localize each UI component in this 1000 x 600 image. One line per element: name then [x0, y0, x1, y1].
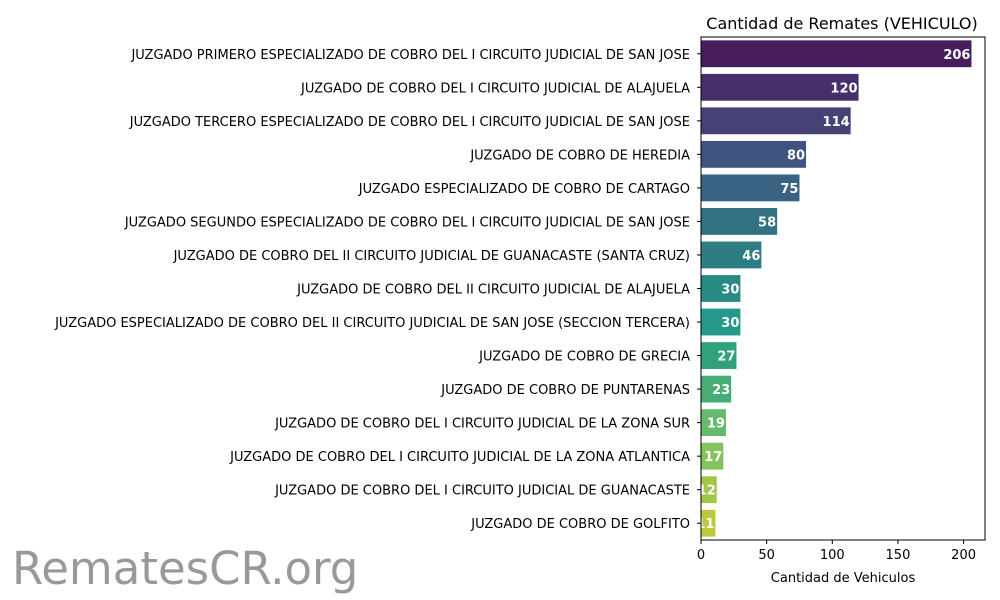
bar [701, 140, 807, 168]
y-tick-label: JUZGADO ESPECIALIZADO DE COBRO DE CARTAG… [358, 182, 690, 197]
bar [701, 275, 741, 302]
y-tick-label: JUZGADO SEGUNDO ESPECIALIZADO DE COBRO D… [124, 215, 690, 230]
bar [701, 509, 716, 537]
bar [701, 208, 778, 235]
bar-value-label: 58 [758, 215, 776, 230]
y-tick-label: JUZGADO DE COBRO DEL II CIRCUITO JUDICIA… [296, 283, 690, 298]
bar [701, 342, 737, 369]
x-tick-label: 150 [886, 548, 911, 563]
bar [701, 375, 732, 403]
bar-value-label: 19 [707, 417, 725, 432]
bar [701, 107, 851, 135]
bar-value-label: 30 [721, 316, 739, 331]
chart-title: Cantidad de Remates (VEHICULO) [706, 14, 977, 33]
x-tick-label: 100 [820, 548, 845, 563]
bar-value-label: 80 [787, 148, 805, 163]
y-tick-label: JUZGADO DE COBRO DE PUNTARENAS [440, 383, 690, 398]
bar-value-label: 17 [704, 450, 722, 465]
y-tick-label: JUZGADO DE COBRO DEL I CIRCUITO JUDICIAL… [274, 417, 690, 432]
x-tick-label: 50 [758, 548, 775, 563]
y-tick-label: JUZGADO PRIMERO ESPECIALIZADO DE COBRO D… [130, 48, 690, 63]
x-tick-label: 0 [697, 548, 705, 563]
bar-value-label: 23 [712, 383, 730, 398]
y-tick-label: JUZGADO DE COBRO DEL I CIRCUITO JUDICIAL… [229, 450, 690, 465]
bar [701, 40, 972, 68]
bar-value-label: 12 [698, 484, 716, 499]
bar [701, 308, 741, 336]
y-tick-label: JUZGADO DE COBRO DE GOLFITO [470, 517, 690, 532]
bar-value-label: 11 [696, 517, 714, 532]
bar [701, 174, 800, 202]
bar [701, 409, 726, 437]
bar-value-label: 27 [717, 350, 735, 365]
plot-frame [700, 36, 986, 541]
bar [701, 73, 859, 101]
y-tick-label: JUZGADO DE COBRO DEL I CIRCUITO JUDICIAL… [274, 484, 690, 499]
bar-value-label: 120 [830, 81, 857, 96]
bar [701, 241, 762, 269]
watermark: RematesCR.org [12, 542, 359, 595]
y-tick-label: JUZGADO ESPECIALIZADO DE COBRO DEL II CI… [54, 316, 690, 331]
y-tick-label: JUZGADO TERCERO ESPECIALIZADO DE COBRO D… [129, 115, 690, 130]
y-tick-label: JUZGADO DE COBRO DE HEREDIA [469, 148, 690, 163]
x-tick-label: 200 [951, 548, 976, 563]
x-axis-label: Cantidad de Vehiculos [771, 571, 916, 586]
y-tick-label: JUZGADO DE COBRO DEL II CIRCUITO JUDICIA… [173, 249, 690, 264]
bar [701, 442, 724, 470]
bar-value-label: 114 [823, 115, 850, 130]
bar [701, 476, 717, 504]
bar-value-label: 206 [943, 48, 970, 63]
y-tick-label: JUZGADO DE COBRO DE GRECIA [478, 350, 690, 365]
bar-value-label: 46 [742, 249, 760, 264]
bar-value-label: 30 [721, 283, 739, 298]
y-tick-label: JUZGADO DE COBRO DEL I CIRCUITO JUDICIAL… [300, 81, 690, 96]
bar-value-label: 75 [780, 182, 798, 197]
